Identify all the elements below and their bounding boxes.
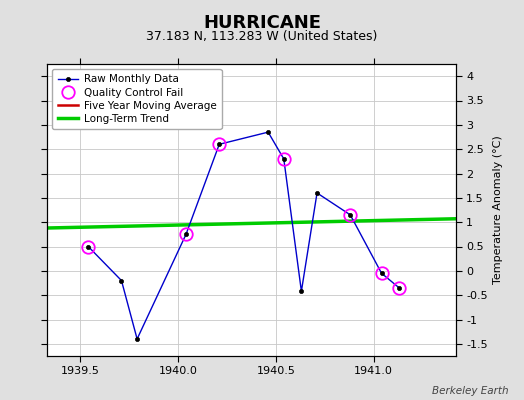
Raw Monthly Data xyxy=(85,244,91,249)
Quality Control Fail xyxy=(85,244,91,249)
Raw Monthly Data xyxy=(265,130,271,134)
Raw Monthly Data xyxy=(134,336,140,341)
Raw Monthly Data xyxy=(183,232,189,237)
Quality Control Fail xyxy=(216,142,222,147)
Legend: Raw Monthly Data, Quality Control Fail, Five Year Moving Average, Long-Term Tren: Raw Monthly Data, Quality Control Fail, … xyxy=(52,69,222,129)
Quality Control Fail xyxy=(347,212,353,217)
Quality Control Fail xyxy=(281,156,287,161)
Text: HURRICANE: HURRICANE xyxy=(203,14,321,32)
Raw Monthly Data xyxy=(281,156,287,161)
Line: Raw Monthly Data: Raw Monthly Data xyxy=(86,130,401,341)
Raw Monthly Data xyxy=(347,212,353,217)
Text: 37.183 N, 113.283 W (United States): 37.183 N, 113.283 W (United States) xyxy=(146,30,378,43)
Text: Berkeley Earth: Berkeley Earth xyxy=(432,386,508,396)
Raw Monthly Data xyxy=(118,278,125,283)
Raw Monthly Data xyxy=(396,286,402,290)
Raw Monthly Data xyxy=(378,271,385,276)
Quality Control Fail xyxy=(378,271,385,276)
Quality Control Fail xyxy=(396,286,402,290)
Y-axis label: Temperature Anomaly (°C): Temperature Anomaly (°C) xyxy=(494,136,504,284)
Quality Control Fail xyxy=(183,232,189,237)
Raw Monthly Data xyxy=(216,142,222,147)
Line: Quality Control Fail: Quality Control Fail xyxy=(82,138,406,294)
Raw Monthly Data xyxy=(314,190,320,195)
Raw Monthly Data xyxy=(298,289,304,294)
